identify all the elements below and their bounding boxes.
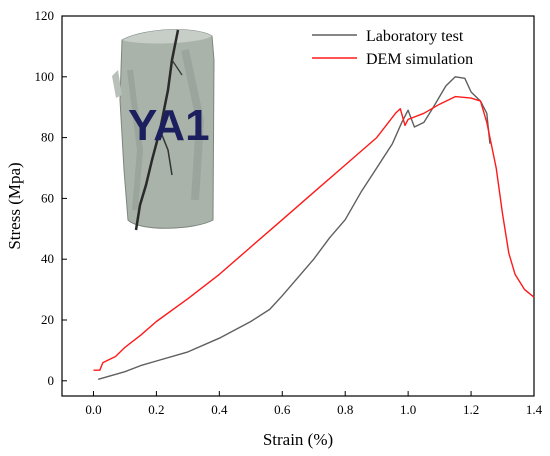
y-tick-label: 100: [35, 69, 55, 84]
x-tick-label: 1.2: [463, 402, 479, 417]
series-layer: [93, 76, 535, 380]
series-line-laboratory-test: [98, 76, 491, 380]
y-axis-title: Stress (Mpa): [5, 162, 24, 249]
specimen-label: YA1: [128, 101, 210, 150]
y-tick-label: 60: [41, 190, 54, 205]
x-axis-title: Strain (%): [263, 430, 333, 449]
specimen-photo: YA1: [112, 29, 215, 231]
y-tick-label: 40: [41, 251, 54, 266]
series-line-dem-simulation: [93, 95, 535, 371]
x-tick-label: 0.6: [274, 402, 291, 417]
y-tick-label: 80: [41, 130, 54, 145]
plot-area: 0.0 0.2 0.4 0.6 0.8 1.0 1.2 1.4 0 20 40 60 80 100 120: [35, 8, 543, 417]
x-tick-label: 0.8: [337, 402, 353, 417]
x-tick-label: 1.0: [400, 402, 416, 417]
x-tick-label: 0.0: [85, 402, 101, 417]
plot-frame: [61, 15, 535, 397]
y-tick-label: 0: [48, 373, 55, 388]
x-tick-label: 0.2: [148, 402, 164, 417]
legend-label-dem-simulation: DEM simulation: [366, 51, 473, 68]
y-tick-label: 20: [41, 312, 54, 327]
legend: Laboratory test DEM simulation: [312, 28, 473, 68]
x-tick-label: 1.4: [526, 402, 543, 417]
legend-label-laboratory-test: Laboratory test: [366, 28, 464, 45]
x-axis-ticks: 0.0 0.2 0.4 0.6 0.8 1.0 1.2 1.4: [85, 391, 543, 417]
y-axis-ticks: 0 20 40 60 80 100 120: [35, 8, 67, 388]
y-tick-label: 120: [35, 8, 55, 23]
x-tick-label: 0.4: [211, 402, 228, 417]
